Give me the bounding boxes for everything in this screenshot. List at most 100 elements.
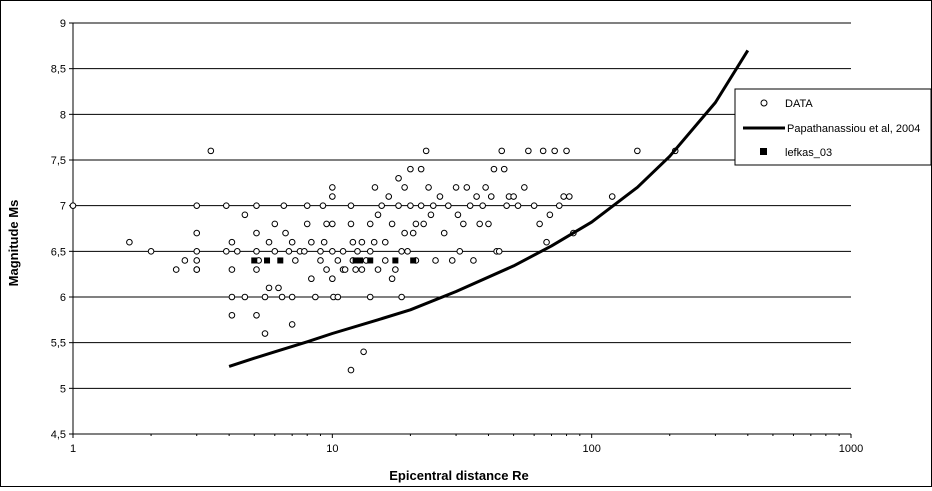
- data-point: [303, 202, 311, 209]
- y-axis-label: Magnitude Ms: [6, 200, 21, 287]
- legend-data-marker-icon: [760, 99, 768, 107]
- legend-lefkas-label: lefkas_03: [785, 147, 832, 159]
- data-point: [546, 211, 554, 219]
- data-point: [366, 220, 374, 228]
- data-point: [366, 293, 374, 301]
- lefkas-point: [277, 257, 284, 264]
- data-point: [193, 248, 201, 255]
- data-point: [341, 266, 349, 273]
- data-point: [448, 257, 456, 264]
- data-point: [444, 202, 452, 209]
- data-point: [275, 284, 282, 292]
- data-point: [323, 220, 330, 228]
- data-point: [329, 193, 336, 200]
- data-point: [417, 165, 425, 173]
- data-point: [228, 311, 236, 319]
- data-point: [440, 229, 448, 237]
- plot-area: [73, 23, 851, 434]
- data-point: [395, 174, 402, 182]
- data-point: [126, 238, 133, 246]
- data-point: [253, 311, 260, 319]
- axes: 4,5 5 5,5 6 6,5 7 7,5 8 8,5 9 1 10 100 1000: [51, 18, 864, 455]
- data-point: [329, 184, 336, 191]
- data-point: [301, 248, 308, 255]
- data-point: [398, 248, 405, 255]
- x-tick-label: 1: [70, 443, 76, 455]
- lefkas-point: [392, 257, 399, 264]
- data-point: [253, 202, 260, 209]
- lefkas-point: [357, 257, 364, 264]
- data-point: [407, 202, 414, 209]
- data-point: [288, 293, 296, 301]
- data-point: [463, 184, 471, 191]
- data-point: [539, 147, 547, 155]
- data-point: [381, 257, 389, 264]
- data-point: [349, 238, 357, 246]
- data-point: [323, 266, 330, 273]
- data-point: [473, 193, 480, 200]
- lefkas-point: [264, 257, 271, 264]
- data-point: [427, 211, 435, 219]
- data-point: [479, 202, 486, 209]
- data-point: [485, 220, 492, 228]
- data-point: [317, 257, 324, 264]
- legend: DATA Papathanassiou et al, 2004 lefkas_0…: [734, 88, 932, 166]
- data-point: [536, 220, 543, 228]
- y-tick-label: 4,5: [51, 429, 66, 441]
- data-point: [265, 284, 273, 292]
- data-point: [366, 248, 374, 255]
- y-tick-label: 8,5: [51, 64, 66, 76]
- data-point: [432, 257, 439, 264]
- data-point: [401, 229, 408, 237]
- data-point: [401, 184, 408, 191]
- data-point: [407, 165, 414, 173]
- data-point: [388, 275, 396, 283]
- data-point: [510, 193, 517, 200]
- data-point: [500, 165, 508, 173]
- data-point: [329, 275, 336, 283]
- data-point: [487, 193, 495, 200]
- data-point: [452, 184, 460, 191]
- data-point: [530, 202, 538, 209]
- x-axis-label: Epicentral distance Re: [389, 468, 528, 483]
- y-tick-label: 7,5: [51, 155, 66, 167]
- legend-data-label: DATA: [785, 98, 813, 110]
- x-tick-label: 10: [326, 443, 338, 455]
- data-point: [412, 220, 420, 228]
- data-point: [207, 147, 215, 155]
- data-point: [329, 220, 336, 228]
- data-point: [360, 348, 367, 356]
- data-point: [385, 193, 393, 200]
- data-point: [470, 257, 477, 264]
- data-point: [429, 202, 437, 209]
- data-point: [514, 202, 522, 209]
- papathanassiou-curve: [228, 49, 750, 368]
- data-point: [381, 238, 389, 246]
- data-point: [253, 266, 260, 273]
- data-point: [271, 220, 279, 228]
- data-point: [374, 211, 382, 219]
- data-point: [334, 257, 342, 264]
- data-point: [193, 202, 201, 209]
- data-point: [282, 229, 289, 237]
- data-point: [278, 293, 286, 301]
- data-point: [503, 202, 510, 209]
- lefkas-point: [352, 257, 359, 264]
- data-point: [228, 293, 236, 301]
- data-point: [288, 238, 296, 246]
- data-point: [228, 238, 236, 246]
- data-point: [228, 266, 236, 273]
- data-point: [476, 220, 483, 228]
- data-point: [608, 193, 616, 200]
- data-point: [521, 184, 528, 191]
- data-point: [288, 321, 296, 328]
- data-point: [370, 238, 378, 246]
- data-point: [422, 147, 430, 155]
- data-point: [347, 202, 355, 209]
- data-point: [460, 220, 467, 228]
- grid-lines: [73, 22, 851, 434]
- data-point: [498, 147, 506, 155]
- data-point: [319, 202, 327, 209]
